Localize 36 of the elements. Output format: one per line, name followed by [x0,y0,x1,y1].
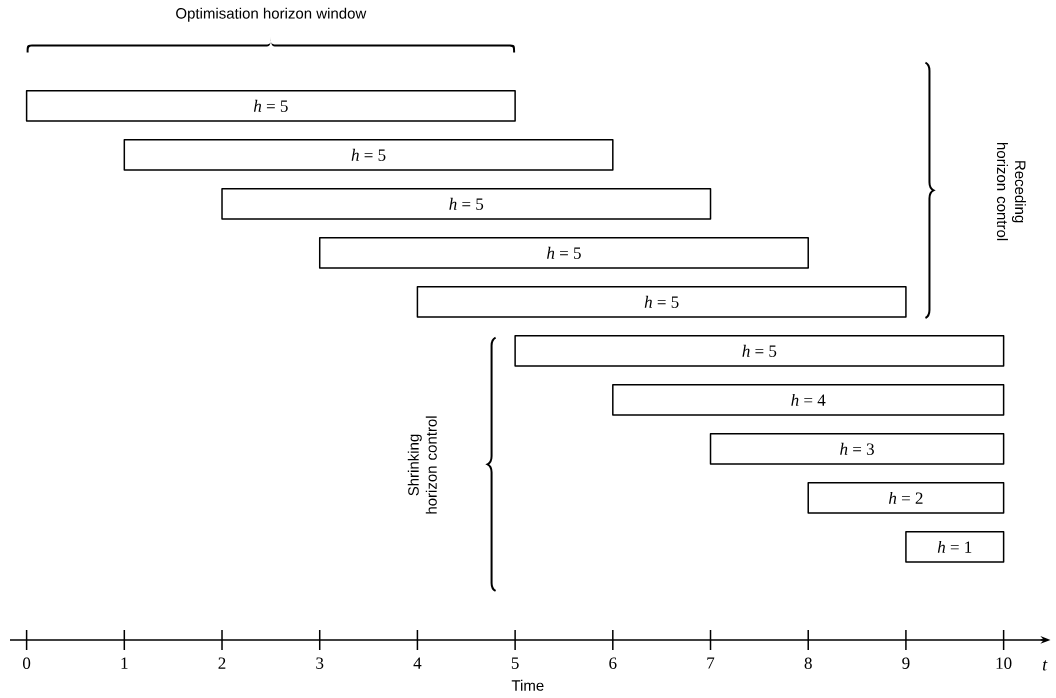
bar [123,138,614,171]
x-tick-label: 5 [511,657,519,669]
data-label: h = 4 [791,393,826,406]
data-label: h = 5 [253,99,288,112]
bar [221,187,712,220]
data-label: h = 3 [840,442,874,455]
bar [807,481,1005,514]
x-tick-label: 7 [707,657,715,669]
data-label: h = 1 [937,540,972,553]
bar [514,334,1005,367]
bar [318,236,809,269]
bar [905,530,1005,563]
annotation: Receding horizon control [996,143,1026,241]
x-tick-label: 8 [804,657,812,669]
x-tick-label: 4 [413,657,422,669]
x-tick-label: 1 [121,657,128,669]
data-label: h = 5 [644,295,679,308]
data-label: h = 5 [742,344,777,357]
bar [612,383,1005,416]
x-tick-label: 3 [316,657,324,669]
text: Optimisation horizon window [176,7,367,22]
bar [709,432,1005,465]
x-tick-label: 0 [23,657,31,669]
x-tick-label: 10 [996,657,1012,669]
data-label: h = 5 [449,197,484,210]
data-label: h = 5 [351,148,386,161]
annotation: Shrinking horizon control [407,416,437,514]
data-label: h = 2 [888,491,923,504]
data-label: h = 5 [547,246,581,259]
text: t [1042,660,1048,671]
x-tick-label: 6 [609,657,617,669]
x-tick-label: 2 [218,657,226,669]
x-tick-label: 9 [902,657,910,669]
bar [416,285,907,318]
bar [25,89,516,122]
x-axis-title: Time [511,679,544,691]
